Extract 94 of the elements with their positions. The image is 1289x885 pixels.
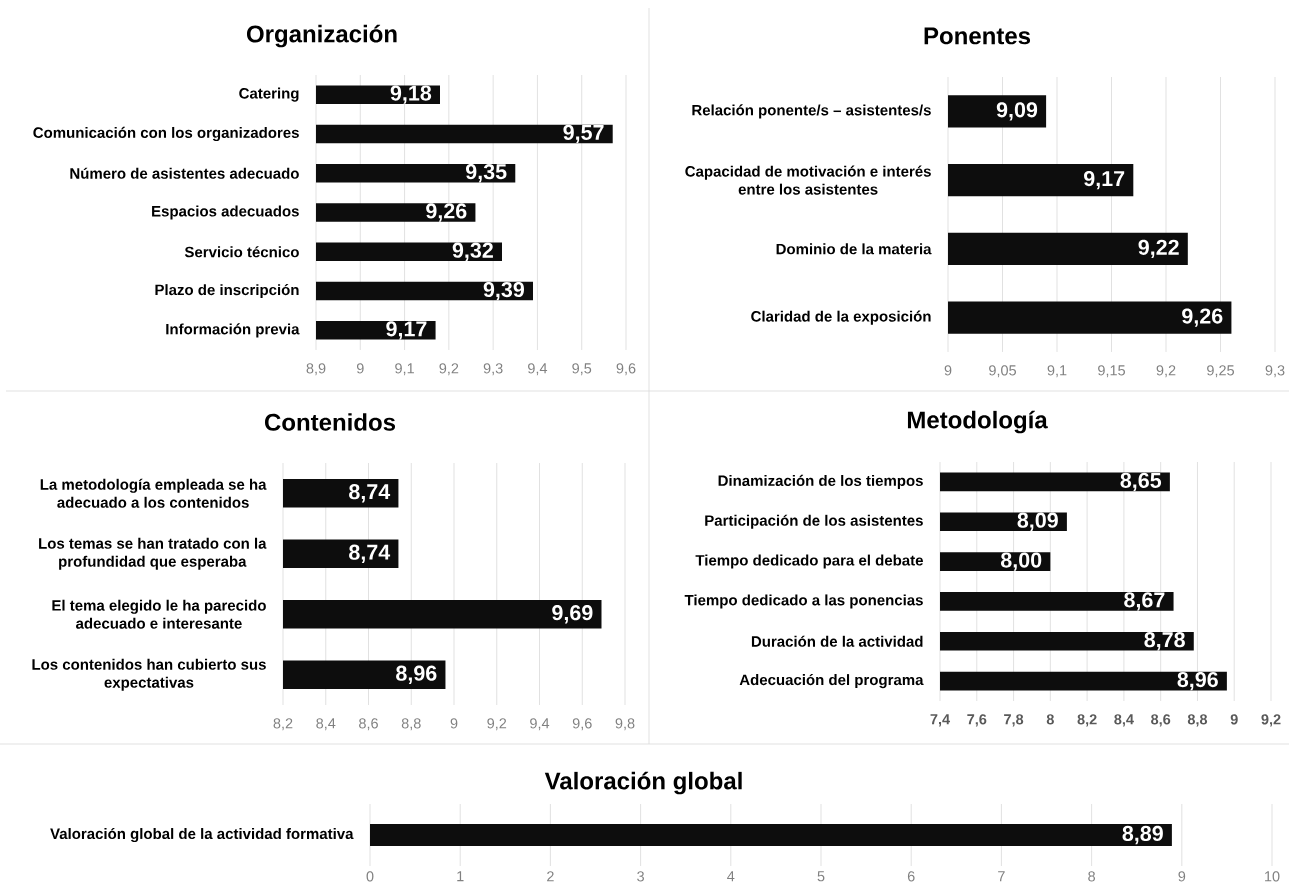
- x-tick-label: 8,2: [1077, 714, 1097, 727]
- x-tick-label: 0: [366, 871, 374, 882]
- x-tick-label: 8,8: [401, 718, 421, 731]
- chart-title: Organización: [246, 24, 397, 48]
- y-tick-label: Participación de los asistentes: [705, 514, 923, 529]
- x-tick-label: 9,8: [615, 718, 635, 731]
- y-tick-label: Catering: [239, 87, 299, 102]
- x-tick-label: 9: [356, 363, 364, 374]
- x-tick-label: 8,9: [306, 363, 326, 376]
- y-tick-label: Tiempo dedicado para el debate: [695, 554, 923, 569]
- x-tick-label: 8,6: [1151, 714, 1171, 727]
- x-tick-label: 5: [817, 871, 825, 882]
- x-tick-label: 7: [998, 871, 1005, 882]
- x-tick-label: 8: [1046, 714, 1054, 725]
- x-tick-label: 9,05: [989, 365, 1017, 378]
- data-label: 9,09: [996, 102, 1038, 121]
- y-tick-label: Servicio técnico: [184, 246, 299, 258]
- x-tick-label: 9,2: [487, 718, 507, 731]
- x-tick-label: 9,5: [572, 363, 592, 376]
- data-label: 9,57: [563, 124, 604, 144]
- x-tick-label: 9,4: [530, 718, 550, 731]
- x-tick-label: 8,6: [359, 718, 378, 731]
- x-tick-label: 9: [450, 718, 458, 729]
- data-label: 9,32: [452, 242, 493, 261]
- x-tick-label: 9: [1230, 714, 1238, 725]
- chart-title: Ponentes: [924, 27, 1031, 45]
- y-tick-label: Dinamización de los tiempos: [718, 474, 923, 489]
- data-label: 9,17: [1084, 170, 1125, 190]
- y-tick-label: Valoración global de la actividad formativa: [50, 827, 354, 843]
- x-tick-label: 9,4: [528, 363, 548, 376]
- x-tick-label: 9: [1178, 871, 1186, 882]
- x-tick-label: 9,6: [572, 718, 592, 731]
- data-label: 9,35: [465, 164, 507, 183]
- x-tick-label: 9,6: [616, 363, 636, 376]
- data-label: 8,00: [1000, 552, 1042, 571]
- y-tick-label: Información previa: [166, 323, 300, 338]
- y-tick-label: Dominio de la materia: [776, 243, 932, 255]
- x-tick-label: 8,4: [316, 718, 336, 731]
- x-tick-label: 7,8: [1004, 714, 1024, 727]
- data-label: 8,96: [1177, 671, 1218, 691]
- data-label: 8,96: [396, 665, 437, 684]
- data-label: 8,89: [1122, 825, 1163, 845]
- data-label: 9,18: [390, 85, 432, 104]
- x-tick-label: 4: [727, 871, 735, 882]
- x-tick-label: 7,4: [930, 714, 951, 727]
- y-tick-label: Número de asistentes adecuado: [70, 167, 299, 179]
- x-tick-label: 9,15: [1098, 365, 1126, 378]
- x-tick-label: 9,25: [1207, 365, 1235, 378]
- y-tick-label: Los contenidos han cubierto sus expectativas: [32, 658, 266, 691]
- x-tick-label: 9,3: [483, 363, 503, 376]
- x-tick-label: 8: [1088, 871, 1096, 882]
- y-tick-label: La metodología empleada se ha adecuado a los contenidos: [40, 478, 267, 508]
- data-label: 9,26: [1182, 308, 1223, 327]
- data-label: 9,26: [426, 203, 467, 222]
- data-label: 8,67: [1124, 592, 1165, 611]
- y-tick-label: Comunicación con los organizadores: [33, 126, 299, 142]
- x-tick-label: 3: [637, 871, 644, 882]
- x-tick-label: 9,3: [1265, 365, 1285, 378]
- x-tick-label: 8,4: [1114, 714, 1134, 727]
- y-tick-label: Plazo de inscripción: [155, 284, 299, 299]
- x-tick-label: 9,1: [1047, 365, 1067, 378]
- data-label: 8,74: [349, 544, 391, 563]
- x-tick-label: 9,1: [395, 363, 414, 376]
- x-tick-label: 10: [1265, 871, 1280, 882]
- y-tick-label: Los temas se han tratado con la profundidad que esperaba: [39, 537, 267, 570]
- x-tick-label: 2: [547, 871, 554, 882]
- x-tick-label: 8,8: [1187, 714, 1208, 727]
- x-tick-label: 9,2: [1156, 365, 1176, 378]
- x-tick-label: 9,2: [1261, 714, 1281, 727]
- y-tick-label: Relación ponente/s – asistentes/s: [692, 104, 931, 119]
- data-label: 8,74: [349, 484, 391, 503]
- chart-title: Metodología: [907, 410, 1048, 434]
- y-tick-label: El tema elegido le ha parecido adecuado e interesante: [52, 599, 266, 629]
- y-tick-label: Tiempo dedicado a las ponencias: [684, 594, 923, 609]
- x-tick-label: 6: [907, 871, 915, 882]
- data-label: 8,09: [1017, 512, 1058, 531]
- x-tick-label: 9,2: [439, 363, 459, 376]
- x-tick-label: 7,6: [967, 714, 987, 727]
- y-tick-label: Claridad de la exposición: [751, 310, 931, 325]
- y-tick-label: Adecuación del programa: [739, 674, 924, 689]
- data-label: 8,65: [1120, 472, 1162, 492]
- data-label: 8,78: [1144, 632, 1185, 651]
- y-tick-label: Espacios adecuados: [152, 205, 299, 220]
- chart-title: Valoración global: [544, 771, 742, 795]
- x-tick-label: 1: [457, 871, 464, 882]
- y-tick-label: Duración de la actividad: [751, 635, 923, 647]
- y-tick-label: Capacidad de motivación e interés entre los asistentes: [685, 165, 931, 195]
- chart-title: Contenidos: [264, 413, 396, 431]
- x-tick-label: 8,2: [273, 718, 293, 731]
- data-label: 9,17: [386, 321, 427, 340]
- data-label: 9,69: [552, 605, 593, 624]
- x-tick-label: 9: [944, 365, 952, 376]
- data-label: 9,39: [483, 281, 524, 301]
- data-label: 9,22: [1138, 239, 1179, 259]
